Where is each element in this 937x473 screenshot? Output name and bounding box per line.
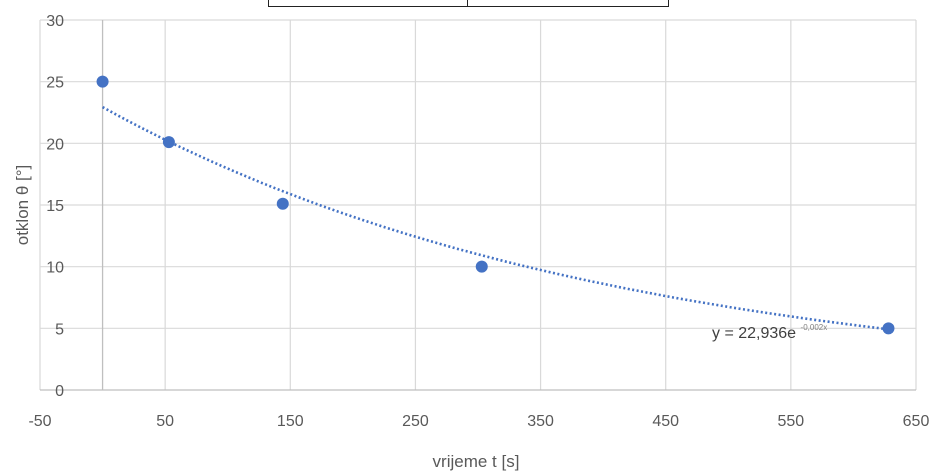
x-tick-label-350: 350 [527, 413, 554, 430]
y-tick-label-20: 20 [46, 136, 64, 153]
data-point-0 [96, 75, 109, 88]
x-tick-labels: -50 50 150 250 350 450 550 650 [28, 413, 929, 430]
trendline-equation-main: y = 22,936e [712, 325, 796, 342]
data-point-3 [475, 260, 488, 273]
y-tick-labels: 0 5 10 15 20 25 30 [46, 13, 64, 400]
trendline [101, 105, 889, 331]
x-tick-label-50: 50 [156, 413, 174, 430]
trendline-curve [101, 105, 889, 331]
x-tick-label-550: 550 [778, 413, 805, 430]
y-tick-label-5: 5 [55, 321, 64, 338]
x-tick-label-450: 450 [652, 413, 679, 430]
x-tick-label-150: 150 [277, 413, 304, 430]
trendline-equation-exponent: -0,002x [801, 323, 828, 332]
y-tick-label-30: 30 [46, 13, 64, 30]
data-point-4 [882, 322, 895, 335]
y-tick-label-25: 25 [46, 75, 64, 92]
grid-lines [39, 19, 917, 390]
y-tick-label-10: 10 [46, 260, 64, 277]
y-tick-label-0: 0 [55, 383, 64, 400]
y-tick-label-15: 15 [46, 198, 64, 215]
table-fragment-right [467, 0, 669, 7]
data-point-1 [162, 136, 175, 149]
y-axis-title: otklon θ [°] [13, 165, 32, 246]
data-points [96, 75, 895, 335]
x-tick-label-650: 650 [903, 413, 930, 430]
trendline-equation: y = 22,936e -0,002x [712, 323, 827, 342]
x-axis-title: vrijeme t [s] [433, 452, 520, 471]
x-tick-label--50: -50 [28, 413, 51, 430]
x-tick-label-250: 250 [402, 413, 429, 430]
data-point-2 [276, 197, 289, 210]
